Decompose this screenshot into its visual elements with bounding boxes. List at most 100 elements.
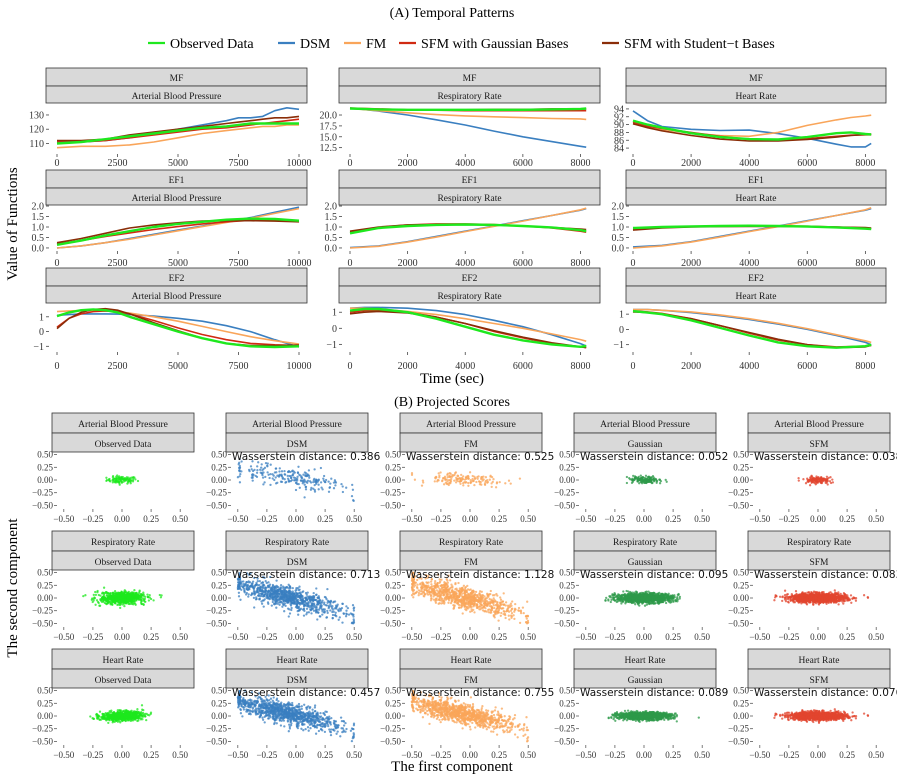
strip-label-row: MF: [463, 74, 477, 84]
strip: [338, 187, 601, 206]
scatter-point: [288, 474, 291, 478]
scatter-point: [309, 609, 313, 612]
scatter-point: [468, 588, 471, 592]
x-tick-label: 6000: [513, 258, 533, 269]
scatter-point: [447, 599, 451, 602]
scatter-point: [471, 474, 474, 478]
scatter-point: [464, 588, 467, 591]
scatter-point: [286, 600, 290, 604]
scatter-point: [447, 601, 450, 604]
scatter-point: [269, 483, 272, 487]
scatter-point: [478, 605, 481, 608]
scatter-point: [149, 597, 153, 601]
scatter-point: [274, 601, 277, 605]
scatter-point: [345, 612, 348, 615]
scatter-point: [237, 591, 241, 594]
scatter-point: [337, 618, 340, 621]
scatter-point: [808, 484, 812, 487]
scatter-point: [448, 597, 451, 600]
scatter-point: [134, 597, 137, 600]
y-tick-label: 0.50: [559, 568, 575, 578]
scatter-point: [437, 472, 440, 475]
scatter-point: [266, 601, 270, 604]
scatter-point: [446, 480, 449, 483]
scatter-point: [123, 590, 126, 593]
scatter-point: [320, 606, 323, 609]
scatter-point: [631, 480, 635, 483]
scatter-point: [332, 487, 336, 490]
scatter-point: [484, 476, 488, 479]
series-line-observed-data: [349, 107, 587, 112]
scatter-point: [502, 610, 505, 613]
scatter-point: [100, 592, 104, 595]
scatter-point: [501, 607, 504, 610]
scatter-point: [269, 594, 272, 597]
y-tick-label: 0.50: [385, 450, 401, 460]
scatter-point: [286, 592, 290, 595]
scatter-point: [441, 592, 444, 595]
scatter-point: [297, 606, 300, 609]
y-tick-label: 0.00: [37, 593, 53, 603]
x-tick-label: 0.25: [665, 514, 681, 524]
scatter-point: [131, 596, 134, 599]
scatter-point: [265, 594, 269, 598]
scatter-point: [119, 606, 122, 610]
scatter-point: [630, 593, 634, 596]
x-tick-label: 8000: [855, 158, 875, 169]
scatter-point: [288, 597, 291, 601]
scatter-point: [319, 601, 323, 604]
scatter-point: [270, 592, 274, 595]
scatter-point: [419, 582, 422, 585]
scatter-point: [305, 593, 308, 596]
scatter-point: [252, 596, 256, 600]
scatter-point: [236, 476, 240, 479]
scatter-point: [624, 596, 628, 599]
scatter-point: [277, 595, 280, 598]
scatter-point: [635, 591, 638, 594]
scatter-point: [460, 605, 463, 608]
scatter-point: [512, 614, 515, 617]
scatter-point: [660, 595, 663, 599]
scatter-point: [826, 483, 829, 486]
scatter-point: [124, 602, 128, 605]
scatter-point: [499, 614, 502, 617]
scatter-panel-respiratory-rate-sfm: Respiratory RateSFM−0.50−0.250.000.250.5…: [728, 530, 897, 642]
scatter-point: [667, 592, 670, 595]
x-tick-label: 6000: [797, 258, 817, 269]
scatter-point: [503, 612, 507, 616]
scatter-point: [458, 606, 461, 609]
y-tick-label: 0.25: [385, 580, 401, 590]
scatter-point: [333, 613, 337, 617]
scatter-point: [449, 601, 453, 605]
x-tick-label: 0.25: [143, 632, 159, 642]
scatter-point: [502, 592, 505, 595]
scatter-point: [287, 583, 290, 586]
scatter-point: [331, 613, 335, 617]
scatter-point: [131, 598, 134, 601]
scatter-point: [440, 597, 443, 600]
y-tick-label: 0.50: [733, 450, 749, 460]
scatter-point: [250, 593, 253, 597]
scatter-point: [277, 588, 280, 591]
scatter-point: [238, 481, 242, 484]
scatter-point: [281, 605, 284, 608]
scatter-point: [464, 600, 468, 604]
y-tick-label: 0.5: [32, 233, 45, 244]
scatter-point: [261, 581, 264, 584]
scatter-point: [120, 593, 123, 596]
scatter-point: [257, 586, 260, 590]
scatter-point: [264, 461, 268, 465]
scatter-point: [301, 482, 304, 485]
scatter-point: [503, 603, 506, 606]
x-tick-label: 2000: [681, 361, 701, 372]
scatter-point: [272, 474, 275, 477]
scatter-point: [417, 594, 420, 597]
scatter-point: [352, 621, 356, 624]
legend-label-1: Observed Data: [170, 37, 254, 52]
scatter-point: [421, 587, 424, 590]
scatter-point: [489, 592, 492, 596]
scatter-point: [441, 479, 444, 482]
scatter-point: [267, 473, 270, 476]
scatter-point: [449, 481, 452, 484]
scatter-point: [628, 599, 631, 602]
